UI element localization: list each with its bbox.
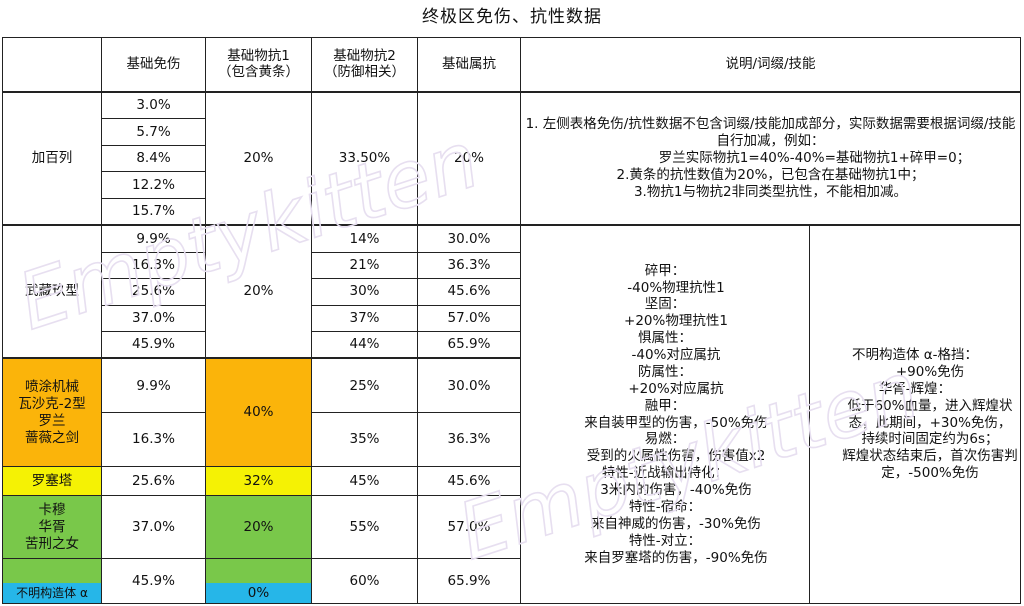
phys2-cell: 33.50%: [311, 90, 418, 226]
table-row: 45.9% 44% 65.9%: [3, 331, 1021, 359]
resistance-table: 基础免伤 基础物抗1 （包含黄条） 基础物抗2 （防御相关） 基础属抗 说明/词…: [2, 36, 1022, 605]
dmg-reduction-cell: 37.0%: [101, 304, 206, 333]
phys2-cell: 21%: [311, 251, 418, 280]
table-row: 25.6% 30% 45.6%: [3, 278, 1021, 306]
dmg-reduction-cell: 8.4%: [101, 144, 206, 173]
enemy-name: 加百列: [2, 90, 102, 226]
enemy-name: 喷涂机械 瓦沙克-2型 罗兰 蔷薇之剑: [2, 357, 102, 468]
element-cell: 30.0%: [417, 224, 521, 253]
phys1-cell: 32%: [205, 466, 312, 496]
phys2-cell: 37%: [311, 304, 418, 333]
table-row: 卡穆 华胥 苦刑之女 37.0% 20% 55% 57.0%: [2, 494, 1021, 560]
phys2-cell: 60%: [311, 558, 418, 604]
dmg-reduction-cell: 37.0%: [101, 494, 206, 560]
element-cell: 57.0%: [417, 304, 521, 333]
element-cell: 30.0%: [417, 357, 521, 414]
table-row: 16.3% 35% 36.3%: [3, 412, 1021, 468]
element-cell: 36.3%: [417, 412, 521, 468]
element-cell: 36.3%: [417, 251, 521, 280]
phys1-cell: 20%: [205, 494, 312, 560]
table-row: 15.7%: [3, 197, 1021, 226]
header-phys1: 基础物抗1 （包含黄条）: [205, 36, 312, 93]
header-notes: 说明/词缀/技能: [519, 36, 1022, 93]
element-cell: 45.6%: [417, 466, 521, 496]
notes-top: 1. 左侧表格免伤/抗性数据不包含词缀/技能加成部分，实际数据需要根据词缀/技能…: [519, 90, 1022, 226]
phys2-cell: 45%: [311, 466, 418, 496]
phys2-cell: 30%: [311, 278, 418, 306]
affix-notes: 碎甲： -40%物理抗性1 坚固： +20%物理抗性1 惧属性： -40%对应属…: [520, 224, 810, 605]
element-cell: 45.6%: [417, 278, 521, 306]
dmg-reduction-cell: 25.6%: [101, 278, 206, 306]
dmg-reduction-cell: 9.9%: [101, 224, 206, 253]
dmg-reduction-cell: 25.6%: [101, 466, 206, 496]
header-row: 基础免伤 基础物抗1 （包含黄条） 基础物抗2 （防御相关） 基础属抗 说明/词…: [2, 36, 1022, 93]
table-row: 12.2%: [3, 171, 1021, 199]
table-row: 武藏玖型 9.9% 20% 14% 30.0% 碎甲： -40%物理抗性1 坚固…: [2, 224, 1022, 605]
enemy-name: 武藏玖型: [2, 224, 102, 359]
table-row: 37.0% 37% 57.0%: [3, 304, 1021, 333]
dmg-reduction-cell: 9.9%: [101, 357, 206, 414]
dmg-reduction-cell: 16.3%: [101, 251, 206, 280]
table-row: 16.3% 21% 36.3%: [3, 251, 1021, 280]
dmg-reduction-cell: 16.3%: [101, 412, 206, 468]
phys1-cell: 20%: [205, 224, 312, 359]
header-blank: [2, 36, 102, 93]
page-title: 终极区免伤、抗性数据: [422, 7, 602, 27]
table-row: 不明构造体 α 45.9% 0% 60% 65.9%: [2, 558, 1021, 604]
element-cell: 20%: [417, 90, 521, 226]
dmg-reduction-cell: 45.9%: [101, 558, 206, 604]
enemy-name: 卡穆 华胥 苦刑之女: [2, 494, 102, 560]
header-dmg-reduction: 基础免伤: [101, 36, 206, 93]
element-cell: 65.9%: [417, 558, 521, 604]
table-row: 8.4%: [3, 144, 1021, 173]
phys2-cell: 35%: [311, 412, 418, 468]
enemy-name: 罗塞塔: [2, 466, 102, 496]
skill-notes: 不明构造体 α-格挡： +90%免伤 华胥-辉煌： 低于60%血量，进入辉煌状态…: [808, 224, 1022, 605]
phys2-cell: 55%: [311, 494, 418, 560]
dmg-reduction-cell: 45.9%: [101, 331, 206, 359]
table-row: 罗塞塔 25.6% 32% 45% 45.6%: [2, 466, 1021, 496]
element-cell: 57.0%: [417, 494, 521, 560]
header-phys2: 基础物抗2 （防御相关）: [311, 36, 418, 93]
element-cell: 65.9%: [417, 331, 521, 359]
phys2-cell: 14%: [311, 224, 418, 253]
dmg-reduction-cell: 5.7%: [101, 118, 206, 146]
enemy-name: 不明构造体 α: [3, 583, 101, 603]
phys1-cell-wrap: 0%: [205, 558, 312, 604]
dmg-reduction-cell: 12.2%: [101, 171, 206, 199]
phys2-cell: 25%: [311, 357, 418, 414]
table-row: 5.7%: [3, 118, 1021, 146]
phys1-cell: 0%: [206, 583, 311, 603]
phys2-cell: 44%: [311, 331, 418, 359]
dmg-reduction-cell: 15.7%: [101, 197, 206, 226]
header-element: 基础属抗: [417, 36, 521, 93]
dmg-reduction-cell: 3.0%: [101, 90, 206, 120]
phys1-cell: 40%: [205, 357, 312, 468]
phys1-cell: 20%: [205, 90, 312, 226]
enemy-name-cell: 不明构造体 α: [2, 558, 102, 604]
table-row: 加百列 3.0% 20% 33.50% 20% 1. 左侧表格免伤/抗性数据不包…: [2, 90, 1022, 226]
